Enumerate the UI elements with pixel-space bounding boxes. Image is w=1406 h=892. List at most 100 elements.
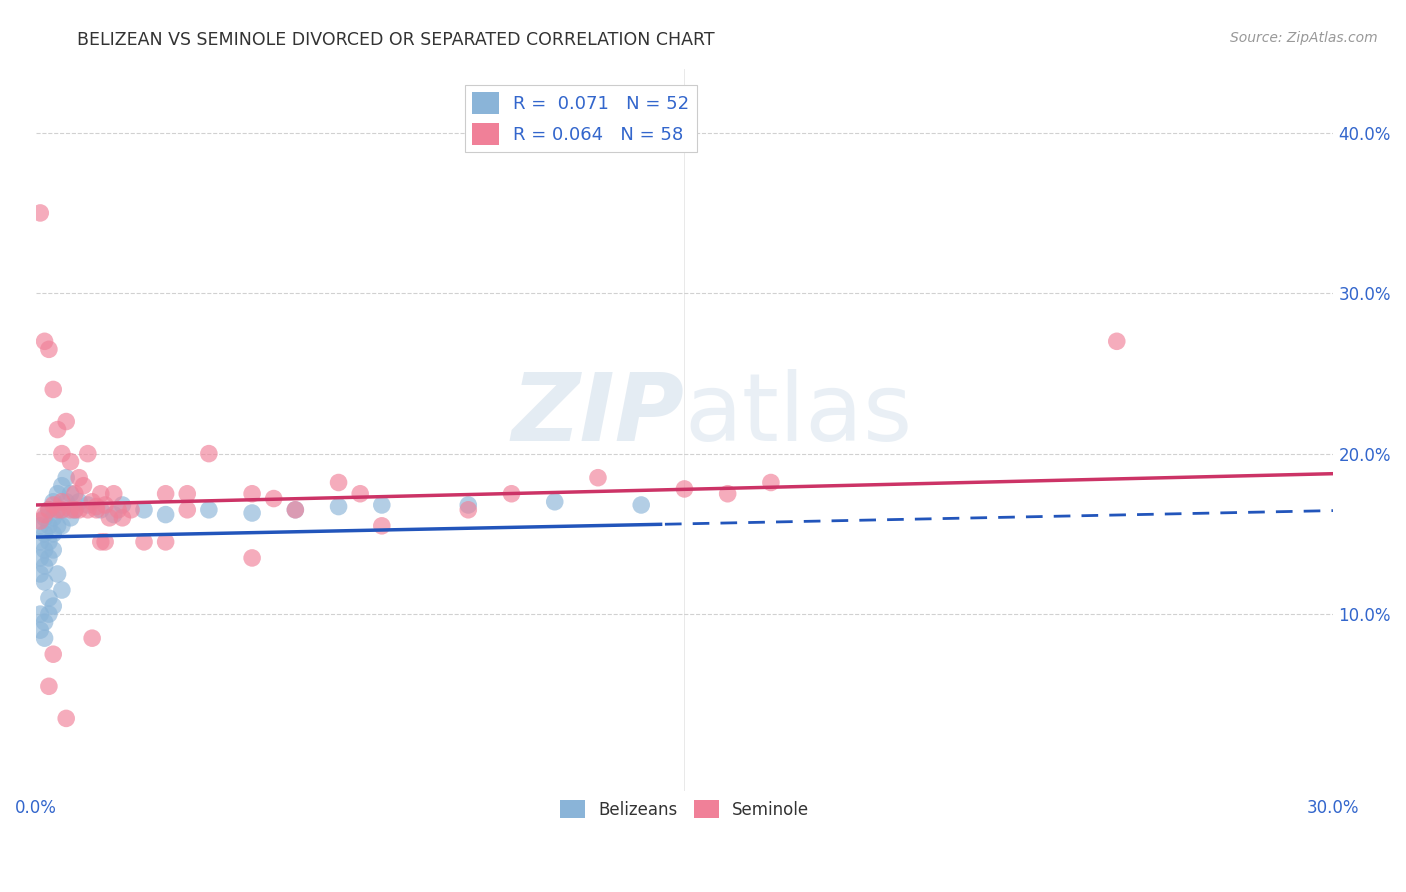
Point xyxy=(240,506,263,520)
Point xyxy=(51,503,73,517)
Point xyxy=(240,550,263,565)
Point xyxy=(284,503,307,517)
Point xyxy=(46,519,69,533)
Point xyxy=(86,503,108,517)
Point xyxy=(457,503,479,517)
Point xyxy=(630,498,652,512)
Point xyxy=(198,447,221,461)
Point xyxy=(30,206,52,220)
Point xyxy=(349,487,371,501)
Point xyxy=(59,455,82,469)
Point xyxy=(34,527,56,541)
Point xyxy=(42,647,65,661)
Point xyxy=(34,558,56,573)
Point xyxy=(103,508,125,522)
Point xyxy=(51,447,73,461)
Point xyxy=(51,503,73,517)
Point xyxy=(51,519,73,533)
Point xyxy=(673,482,696,496)
Point xyxy=(42,542,65,557)
Point xyxy=(759,475,782,490)
Point xyxy=(59,487,82,501)
Point xyxy=(132,503,155,517)
Point xyxy=(155,487,177,501)
Point xyxy=(51,582,73,597)
Point xyxy=(38,503,60,517)
Point xyxy=(72,479,94,493)
Point xyxy=(63,503,86,517)
Point xyxy=(51,495,73,509)
Point xyxy=(55,711,77,725)
Point xyxy=(34,334,56,349)
Point xyxy=(38,343,60,357)
Point xyxy=(42,527,65,541)
Point xyxy=(38,534,60,549)
Point xyxy=(63,503,86,517)
Point xyxy=(176,503,198,517)
Point xyxy=(34,511,56,525)
Point xyxy=(717,487,740,501)
Point xyxy=(55,495,77,509)
Point xyxy=(90,503,112,517)
Point xyxy=(371,519,394,533)
Point xyxy=(198,503,221,517)
Point xyxy=(30,519,52,533)
Point xyxy=(38,607,60,621)
Point xyxy=(90,534,112,549)
Point xyxy=(1105,334,1128,349)
Point xyxy=(46,503,69,517)
Point xyxy=(42,495,65,509)
Point xyxy=(155,534,177,549)
Point xyxy=(67,495,90,509)
Point xyxy=(94,534,117,549)
Text: atlas: atlas xyxy=(685,369,912,461)
Point xyxy=(76,503,98,517)
Text: ZIP: ZIP xyxy=(512,369,685,461)
Point xyxy=(46,487,69,501)
Point xyxy=(38,591,60,605)
Point xyxy=(328,500,350,514)
Point xyxy=(544,495,567,509)
Point xyxy=(586,471,609,485)
Point xyxy=(34,542,56,557)
Point xyxy=(55,471,77,485)
Point xyxy=(76,447,98,461)
Point xyxy=(34,615,56,629)
Point xyxy=(457,498,479,512)
Point xyxy=(176,487,198,501)
Point xyxy=(30,623,52,637)
Point xyxy=(111,511,134,525)
Point xyxy=(34,508,56,522)
Point xyxy=(46,423,69,437)
Point xyxy=(328,475,350,490)
Point xyxy=(30,550,52,565)
Point xyxy=(82,631,104,645)
Point xyxy=(284,503,307,517)
Point xyxy=(38,679,60,693)
Point xyxy=(51,479,73,493)
Point xyxy=(501,487,523,501)
Legend: Belizeans, Seminole: Belizeans, Seminole xyxy=(553,794,815,826)
Point xyxy=(34,574,56,589)
Point xyxy=(103,487,125,501)
Point xyxy=(132,534,155,549)
Point xyxy=(38,550,60,565)
Point xyxy=(98,511,121,525)
Text: BELIZEAN VS SEMINOLE DIVORCED OR SEPARATED CORRELATION CHART: BELIZEAN VS SEMINOLE DIVORCED OR SEPARAT… xyxy=(77,31,716,49)
Point xyxy=(371,498,394,512)
Point xyxy=(38,503,60,517)
Point xyxy=(76,498,98,512)
Point xyxy=(30,566,52,581)
Text: Source: ZipAtlas.com: Source: ZipAtlas.com xyxy=(1230,31,1378,45)
Point xyxy=(30,514,52,528)
Point xyxy=(107,503,129,517)
Point xyxy=(111,498,134,512)
Point xyxy=(46,566,69,581)
Point xyxy=(55,415,77,429)
Point xyxy=(263,491,285,506)
Point xyxy=(42,511,65,525)
Point xyxy=(59,511,82,525)
Point xyxy=(155,508,177,522)
Point xyxy=(38,519,60,533)
Point xyxy=(86,500,108,514)
